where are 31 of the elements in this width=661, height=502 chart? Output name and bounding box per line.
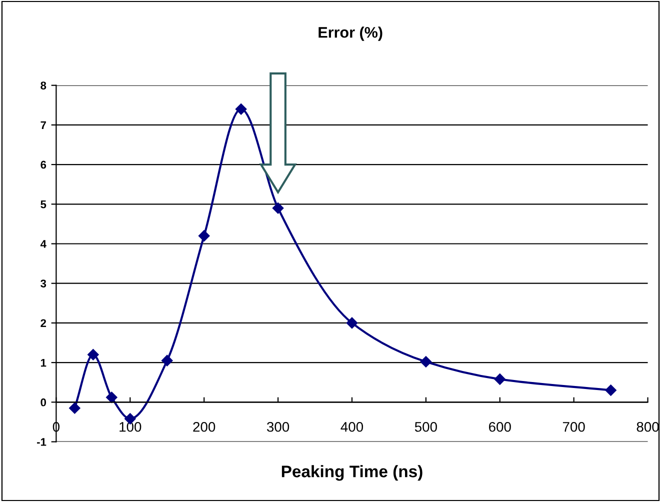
point	[420, 356, 432, 368]
y-tick-label: 2	[40, 319, 46, 327]
x-tick-label: 200	[193, 422, 216, 432]
chart-title: Error (%)	[318, 26, 382, 41]
x-tick-label: 500	[414, 422, 437, 432]
y-tick-label: 0	[40, 398, 46, 406]
y-tick-label: 4	[40, 240, 46, 248]
point	[605, 384, 616, 396]
point	[346, 317, 358, 329]
y-tick-label: 5	[40, 200, 46, 208]
x-tick-label: 600	[489, 422, 511, 432]
x-axis-title: Peaking Time (ns)	[282, 465, 422, 481]
point	[88, 349, 99, 360]
y-tick-label: 1	[40, 358, 46, 367]
y-tick-label: 8	[40, 82, 46, 90]
point	[106, 392, 118, 404]
point	[198, 230, 210, 242]
y-tick-label: 3	[40, 280, 46, 288]
point	[494, 374, 506, 385]
y-tick-label: 6	[40, 160, 46, 169]
x-tick-label: 800	[636, 422, 659, 432]
x-tick-label: 100	[120, 422, 142, 432]
point	[272, 202, 284, 214]
x-tick-label: 300	[266, 422, 290, 432]
y-tick-label: 7	[40, 121, 46, 129]
x-tick-label: 400	[340, 422, 364, 432]
point	[69, 402, 80, 414]
point	[235, 103, 247, 115]
x-tick-label: 700	[562, 422, 585, 432]
y-tick-label: -1	[37, 438, 46, 446]
point	[162, 354, 173, 366]
